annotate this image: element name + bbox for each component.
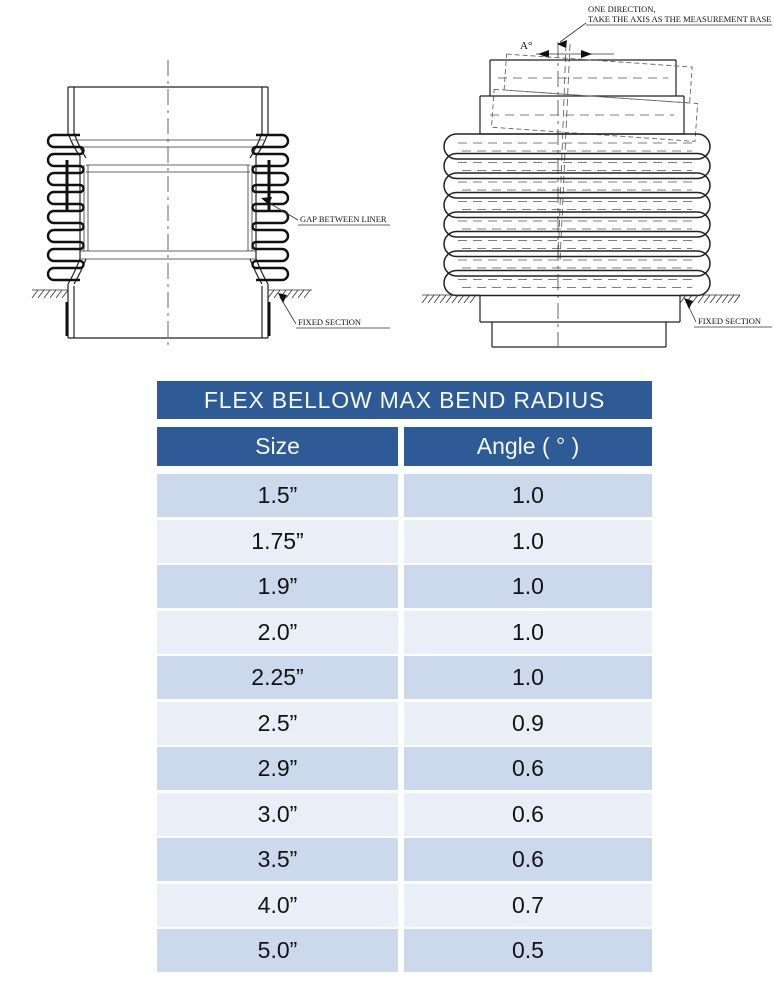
leader-arrow: [684, 298, 693, 309]
table-row: 4.0” 0.7: [157, 883, 652, 927]
angle-dimension: A°: [520, 40, 614, 58]
table-row: 3.5” 0.6: [157, 838, 652, 881]
fixed-section-label: FIXED SECTION: [698, 316, 761, 326]
tilted-axis: [557, 43, 571, 263]
angle-cell: 0.6: [404, 838, 652, 881]
size-cell: 4.0”: [157, 883, 398, 927]
size-cell: 1.5”: [157, 474, 398, 517]
size-cell: 2.5”: [157, 701, 398, 745]
angle-cell: 0.9: [404, 701, 652, 745]
angle-label: A°: [520, 40, 532, 52]
straight-bellow-diagram: GAP BETWEEN LINER FIXED SECTION: [28, 48, 390, 360]
column-header-angle: Angle ( ° ): [404, 427, 652, 466]
leader-arrow: [261, 197, 272, 205]
angle-cell: 1.0: [404, 519, 652, 563]
table-row: 1.9” 1.0: [157, 565, 652, 608]
angle-cell: 0.6: [404, 747, 652, 790]
angle-cell: 0.7: [404, 883, 652, 927]
table-row: 2.5” 0.9: [157, 701, 652, 745]
angle-cell: 1.0: [404, 565, 652, 608]
top-collar-phantom: [491, 53, 699, 142]
bent-bellow-drawing: A° ONE DIRECTION, TAKE THE AXIS AS THE M…: [421, 4, 772, 348]
angle-cell: 1.0: [404, 610, 652, 654]
bellow-convolutions-right: [251, 133, 290, 282]
size-cell: 5.0”: [157, 929, 398, 972]
ground-hatch: [31, 289, 312, 299]
table-title: FLEX BELLOW MAX BEND RADIUS: [157, 381, 652, 419]
dim-arrow-left: [538, 50, 549, 58]
bellow-convolutions-left: [46, 133, 85, 282]
table-row: 3.0” 0.6: [157, 792, 652, 836]
size-cell: 1.75”: [157, 519, 398, 563]
dim-arrow-right: [581, 50, 592, 58]
note-line1: ONE DIRECTION,: [588, 4, 656, 14]
table-row: 1.5” 1.0: [157, 474, 652, 517]
size-cell: 3.0”: [157, 792, 398, 836]
table-header-row: Size Angle ( ° ): [157, 427, 652, 466]
size-cell: 2.9”: [157, 747, 398, 790]
column-header-size: Size: [157, 427, 398, 466]
table-row: 1.75” 1.0: [157, 519, 652, 563]
fixed-section-callout-right: FIXED SECTION: [684, 298, 772, 328]
size-cell: 1.9”: [157, 565, 398, 608]
max-bend-radius-table: FLEX BELLOW MAX BEND RADIUS Size Angle (…: [157, 381, 652, 975]
fixed-section-callout-left: FIXED SECTION: [278, 293, 390, 329]
direction-note: ONE DIRECTION, TAKE THE AXIS AS THE MEAS…: [557, 4, 772, 48]
ground-hatch: [421, 294, 741, 304]
ring-texture: [458, 142, 696, 288]
table-row: 5.0” 0.5: [157, 929, 652, 972]
fixed-section-label: FIXED SECTION: [298, 317, 361, 327]
straight-bellow-drawing: GAP BETWEEN LINER FIXED SECTION: [31, 60, 390, 350]
angle-cell: 0.5: [404, 929, 652, 972]
angle-cell: 1.0: [404, 474, 652, 517]
bellow-rings: [443, 133, 711, 297]
angle-cell: 1.0: [404, 656, 652, 699]
top-collar: [479, 59, 685, 135]
size-cell: 3.5”: [157, 838, 398, 881]
size-cell: 2.25”: [157, 656, 398, 699]
note-line2: TAKE THE AXIS AS THE MEASUREMENT BASE: [588, 14, 772, 24]
gap-between-liner-callout: GAP BETWEEN LINER: [261, 197, 390, 226]
leader-arrow: [278, 293, 287, 303]
gap-between-liner-label: GAP BETWEEN LINER: [300, 214, 387, 224]
base-pedestal: [479, 295, 681, 348]
size-cell: 2.0”: [157, 610, 398, 654]
angle-cell: 0.6: [404, 792, 652, 836]
leader-arrow: [557, 40, 567, 48]
table-row: 2.0” 1.0: [157, 610, 652, 654]
bent-bellow-diagram: A° ONE DIRECTION, TAKE THE AXIS AS THE M…: [408, 0, 772, 350]
table-row: 2.9” 0.6: [157, 747, 652, 790]
table-row: 2.25” 1.0: [157, 656, 652, 699]
